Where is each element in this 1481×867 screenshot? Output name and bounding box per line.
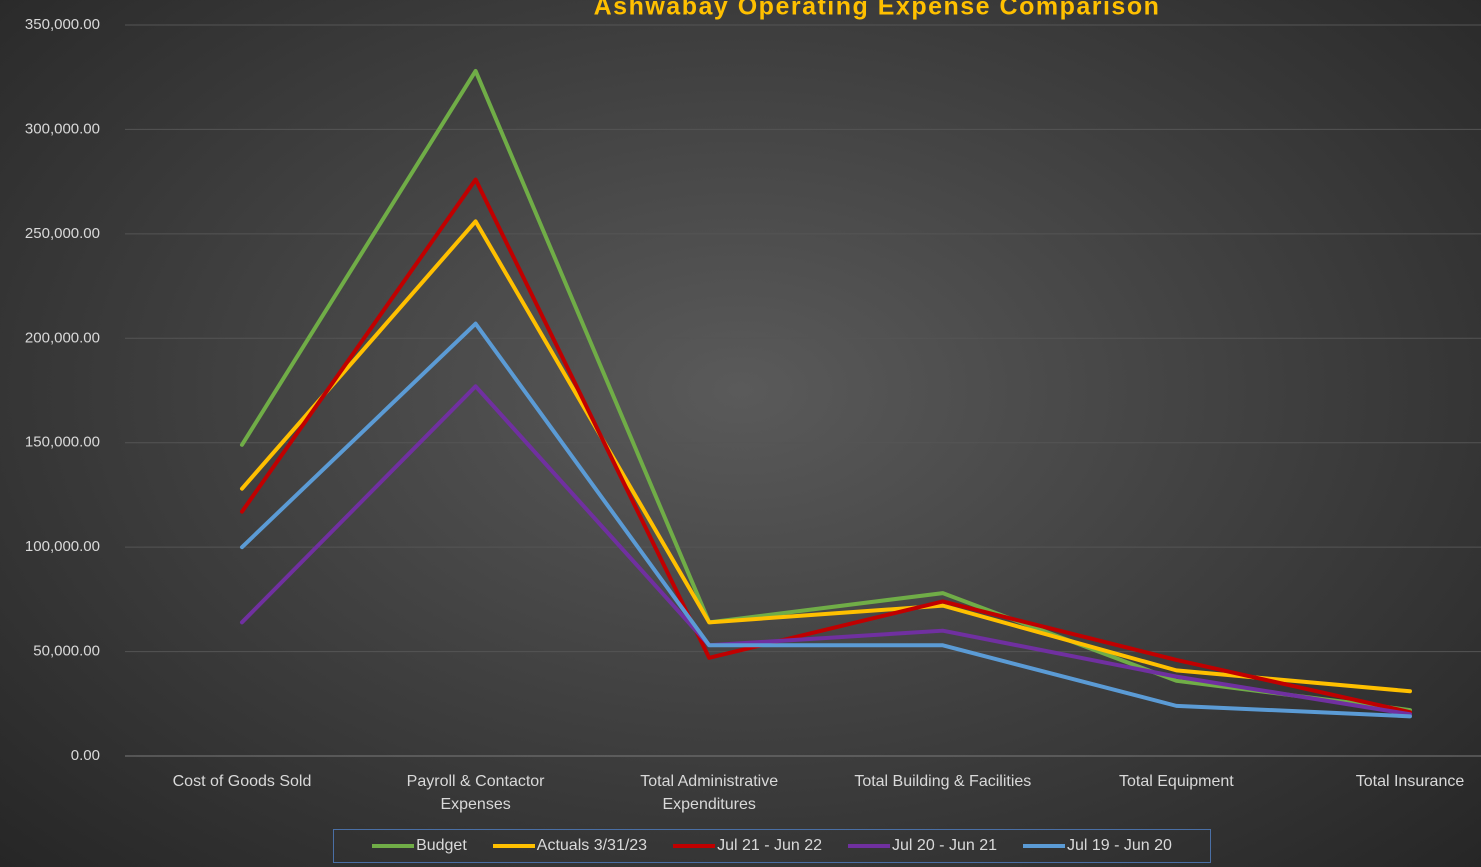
legend-swatch bbox=[673, 844, 716, 848]
legend-item: Actuals 3/31/23 bbox=[492, 837, 648, 855]
y-tick-label: 250,000.00 bbox=[25, 225, 100, 242]
series-line bbox=[240, 177, 1412, 715]
legend-label: Actuals 3/31/23 bbox=[536, 837, 648, 854]
legend: Budget Actuals 3/31/23 Jul 21 - Jun 22 Jul … bbox=[333, 829, 1211, 863]
legend-swatch bbox=[848, 844, 891, 848]
series-line bbox=[240, 68, 1412, 713]
legend-item: Budget bbox=[372, 837, 467, 855]
y-tick-label: 200,000.00 bbox=[25, 329, 100, 346]
y-tick-label: 150,000.00 bbox=[25, 434, 100, 451]
x-tick-label: Total Equipment bbox=[1119, 773, 1234, 790]
y-tick-label: 50,000.00 bbox=[33, 643, 100, 660]
legend-label: Jul 21 - Jun 22 bbox=[717, 837, 823, 854]
chart-title: Ashwabay Operating Expense Comparison bbox=[594, 0, 1161, 21]
series-line bbox=[240, 321, 1412, 719]
x-tick-label: Cost of Goods Sold bbox=[172, 773, 312, 790]
legend-swatch bbox=[492, 844, 535, 848]
y-tick-label: 300,000.00 bbox=[25, 120, 100, 137]
legend-swatch bbox=[1022, 844, 1065, 848]
legend-label: Jul 20 - Jun 21 bbox=[892, 837, 997, 854]
legend-item: Jul 20 - Jun 21 bbox=[848, 837, 997, 855]
series-line bbox=[240, 219, 1412, 694]
y-tick-label: 100,000.00 bbox=[25, 538, 100, 555]
x-tick-label: Total Insurance bbox=[1355, 773, 1465, 790]
legend-item: Jul 19 - Jun 20 bbox=[1022, 837, 1172, 855]
legend-swatch bbox=[372, 844, 415, 848]
x-tick-label: Payroll & Contactor Expenses bbox=[406, 773, 545, 813]
x-tick-label: Total Administrative Expenditures bbox=[640, 773, 779, 813]
y-tick-label: 0.00 bbox=[71, 747, 100, 764]
series-line bbox=[240, 384, 1412, 717]
legend-label: Budget bbox=[416, 837, 467, 854]
legend-item: Jul 21 - Jun 22 bbox=[673, 837, 822, 855]
legend-label: Jul 19 - Jun 20 bbox=[1066, 837, 1172, 854]
y-tick-label: 350,000.00 bbox=[25, 16, 100, 33]
x-tick-label: Total Building & Facilities bbox=[854, 773, 1032, 790]
